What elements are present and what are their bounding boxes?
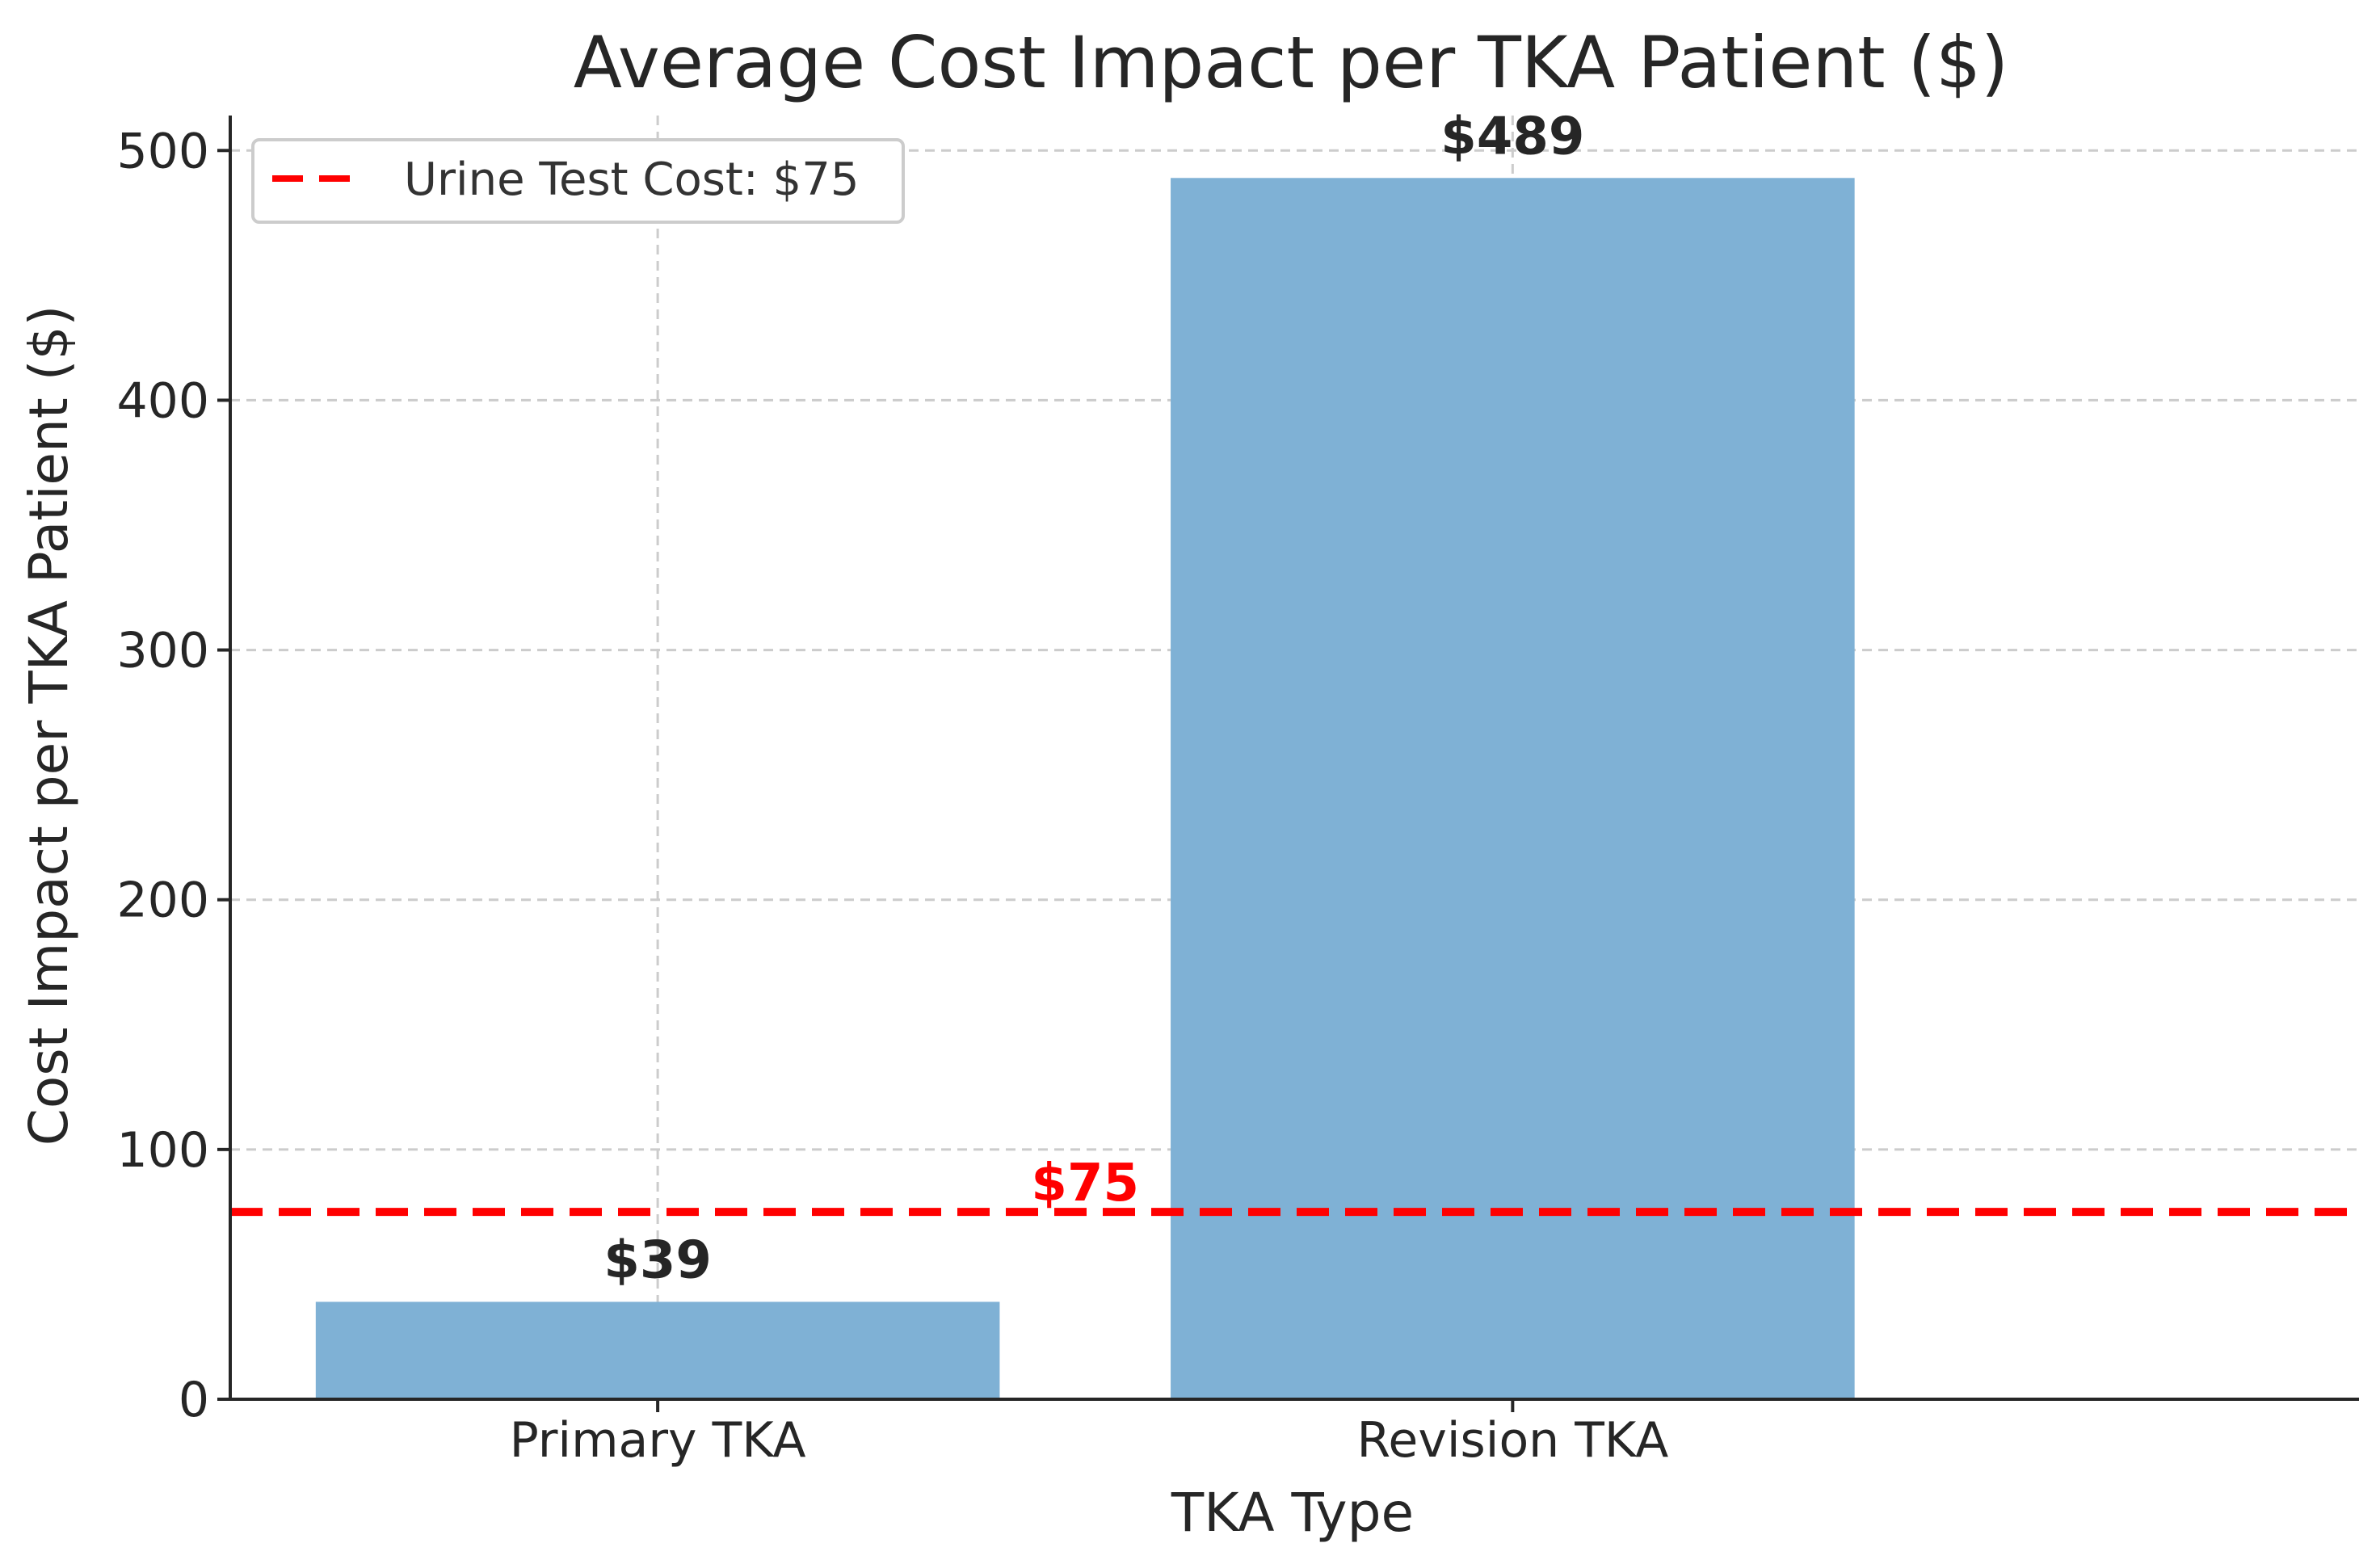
x-tick-label: Revision TKA bbox=[1356, 1412, 1668, 1469]
chart-title: Average Cost Impact per TKA Patient ($) bbox=[574, 21, 2009, 104]
y-tick-label: 500 bbox=[116, 123, 209, 179]
y-tick-label: 0 bbox=[179, 1372, 209, 1428]
legend: Urine Test Cost: $75 bbox=[251, 138, 905, 224]
reference-line-group: $75 bbox=[230, 1154, 2359, 1217]
bar-revision-tka bbox=[1171, 178, 1855, 1399]
legend-entry-urine-test-cost: Urine Test Cost: $75 bbox=[404, 153, 859, 206]
reference-line-label: $75 bbox=[1031, 1154, 1139, 1213]
axes: 0 100 200 300 400 500 Primary TKA Revision TKA bbox=[116, 116, 2359, 1469]
bar-primary-tka bbox=[315, 1301, 1000, 1399]
y-tick-label: 200 bbox=[116, 873, 209, 929]
y-tick-label: 300 bbox=[116, 623, 209, 679]
data-labels: $39 $489 bbox=[603, 107, 1584, 1290]
bar-value-label: $39 bbox=[603, 1230, 712, 1290]
y-tick-label: 100 bbox=[116, 1122, 209, 1179]
x-axis-title: TKA Type bbox=[1171, 1482, 1414, 1544]
bars bbox=[315, 178, 1855, 1399]
bar-value-label: $489 bbox=[1440, 107, 1584, 166]
x-tick-label: Primary TKA bbox=[510, 1412, 806, 1469]
y-tick-label: 400 bbox=[116, 372, 209, 429]
legend-box bbox=[251, 138, 905, 224]
y-axis-title: Cost Impact per TKA Patient ($) bbox=[18, 305, 80, 1146]
